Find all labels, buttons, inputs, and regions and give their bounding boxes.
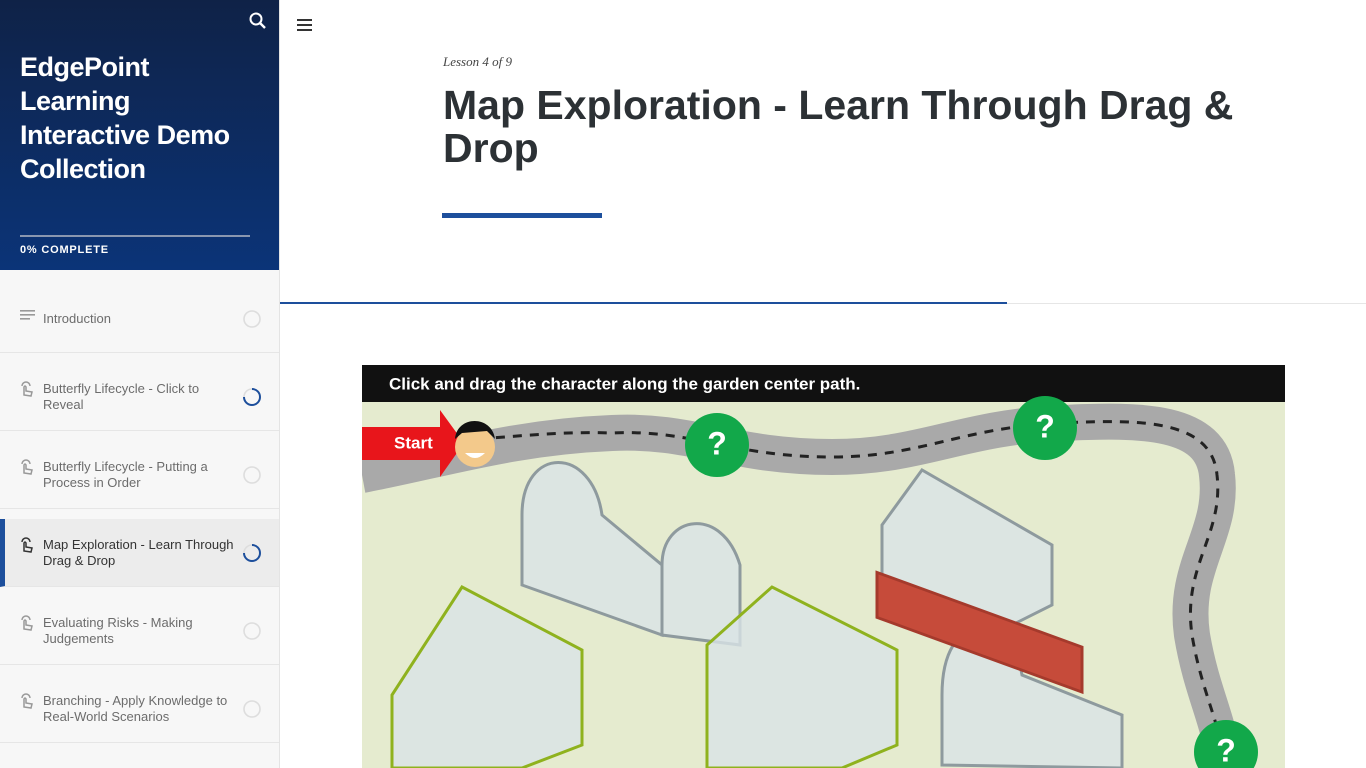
menu-button[interactable]: [297, 19, 312, 31]
lesson-label: Branching - Apply Knowledge to Real-Worl…: [43, 693, 228, 724]
title-accent: [442, 213, 602, 218]
greenhouses: [390, 461, 1124, 768]
icon-touch: [21, 381, 33, 397]
instruction: Click and drag the character along the g…: [389, 374, 860, 393]
lesson-label: Map Exploration - Learn Through Drag & D…: [43, 537, 234, 568]
lesson-status: [243, 388, 261, 406]
progress-bar: [20, 235, 250, 237]
status-ring: [243, 622, 261, 640]
lesson-icon: [21, 615, 33, 631]
course-title: EdgePoint Learning Interactive Demo Coll…: [20, 52, 230, 184]
lesson-icon: [21, 381, 33, 397]
status-arc: [243, 544, 261, 562]
lesson-label: Evaluating Risks - Making Judgements: [43, 615, 193, 646]
start-arrow: [362, 410, 464, 477]
marker-label: ?: [1216, 732, 1236, 768]
status-arc: [243, 388, 261, 406]
sidebar: EdgePoint Learning Interactive Demo Coll…: [0, 0, 280, 768]
icon-touch: [21, 537, 33, 553]
icon-touch: [21, 693, 33, 709]
lesson-status: [243, 310, 261, 328]
lesson-label: Butterfly Lifecycle - Click to Reveal: [43, 381, 200, 412]
lesson-item[interactable]: Butterfly Lifecycle - Putting a Process …: [0, 441, 279, 509]
marker[interactable]: [685, 413, 749, 477]
lesson-progress: [280, 302, 1007, 304]
lesson-icon: [20, 310, 35, 320]
status-ring: [243, 700, 261, 718]
start-label: Start: [394, 433, 433, 452]
lesson-label: Introduction: [43, 311, 111, 326]
sidebar-header: EdgePoint Learning Interactive Demo Coll…: [0, 0, 279, 270]
lesson-icon: [21, 693, 33, 709]
marker-label: ?: [1035, 408, 1055, 444]
status-ring: [243, 466, 261, 484]
progress-text: 0% COMPLETE: [20, 244, 109, 256]
lesson-item[interactable]: Map Exploration - Learn Through Drag & D…: [0, 519, 279, 587]
marker-label: ?: [707, 425, 727, 461]
lesson-counter: Lesson 4 of 9: [443, 54, 512, 69]
lesson-item[interactable]: Branching Revisited - Analyzing: [0, 753, 279, 768]
lesson-status: [243, 466, 261, 484]
instruction-bar: [362, 365, 1285, 402]
main-content: Lesson 4 of 9 Map Exploration - Learn Th…: [280, 0, 1366, 768]
lesson-status: [243, 700, 261, 718]
lesson-item[interactable]: Butterfly Lifecycle - Click to Reveal: [0, 363, 279, 431]
map-interaction[interactable]: Click and drag the character along the g…: [362, 365, 1285, 768]
lesson-status: [243, 544, 261, 562]
search-button[interactable]: [249, 12, 266, 29]
lesson-item[interactable]: Introduction: [0, 285, 279, 353]
lesson-icon: [21, 537, 33, 553]
icon-line: [20, 310, 35, 312]
lesson-label: Butterfly Lifecycle - Putting a Process …: [43, 459, 208, 490]
lesson-item[interactable]: Branching - Apply Knowledge to Real-Worl…: [0, 675, 279, 743]
icon-line: [20, 318, 30, 320]
character[interactable]: [455, 421, 495, 467]
icon-touch: [21, 459, 33, 475]
marker[interactable]: [1194, 720, 1258, 768]
lesson-icon: [21, 459, 33, 475]
icon-touch: [21, 615, 33, 631]
lesson-title: Map Exploration - Learn Through Drag & D…: [443, 82, 1234, 171]
lesson-item[interactable]: Evaluating Risks - Making Judgements: [0, 597, 279, 665]
marker[interactable]: [1013, 396, 1077, 460]
lesson-status: [243, 622, 261, 640]
markers: ???: [685, 396, 1258, 768]
icon-line: [20, 314, 35, 316]
status-ring: [243, 310, 261, 328]
